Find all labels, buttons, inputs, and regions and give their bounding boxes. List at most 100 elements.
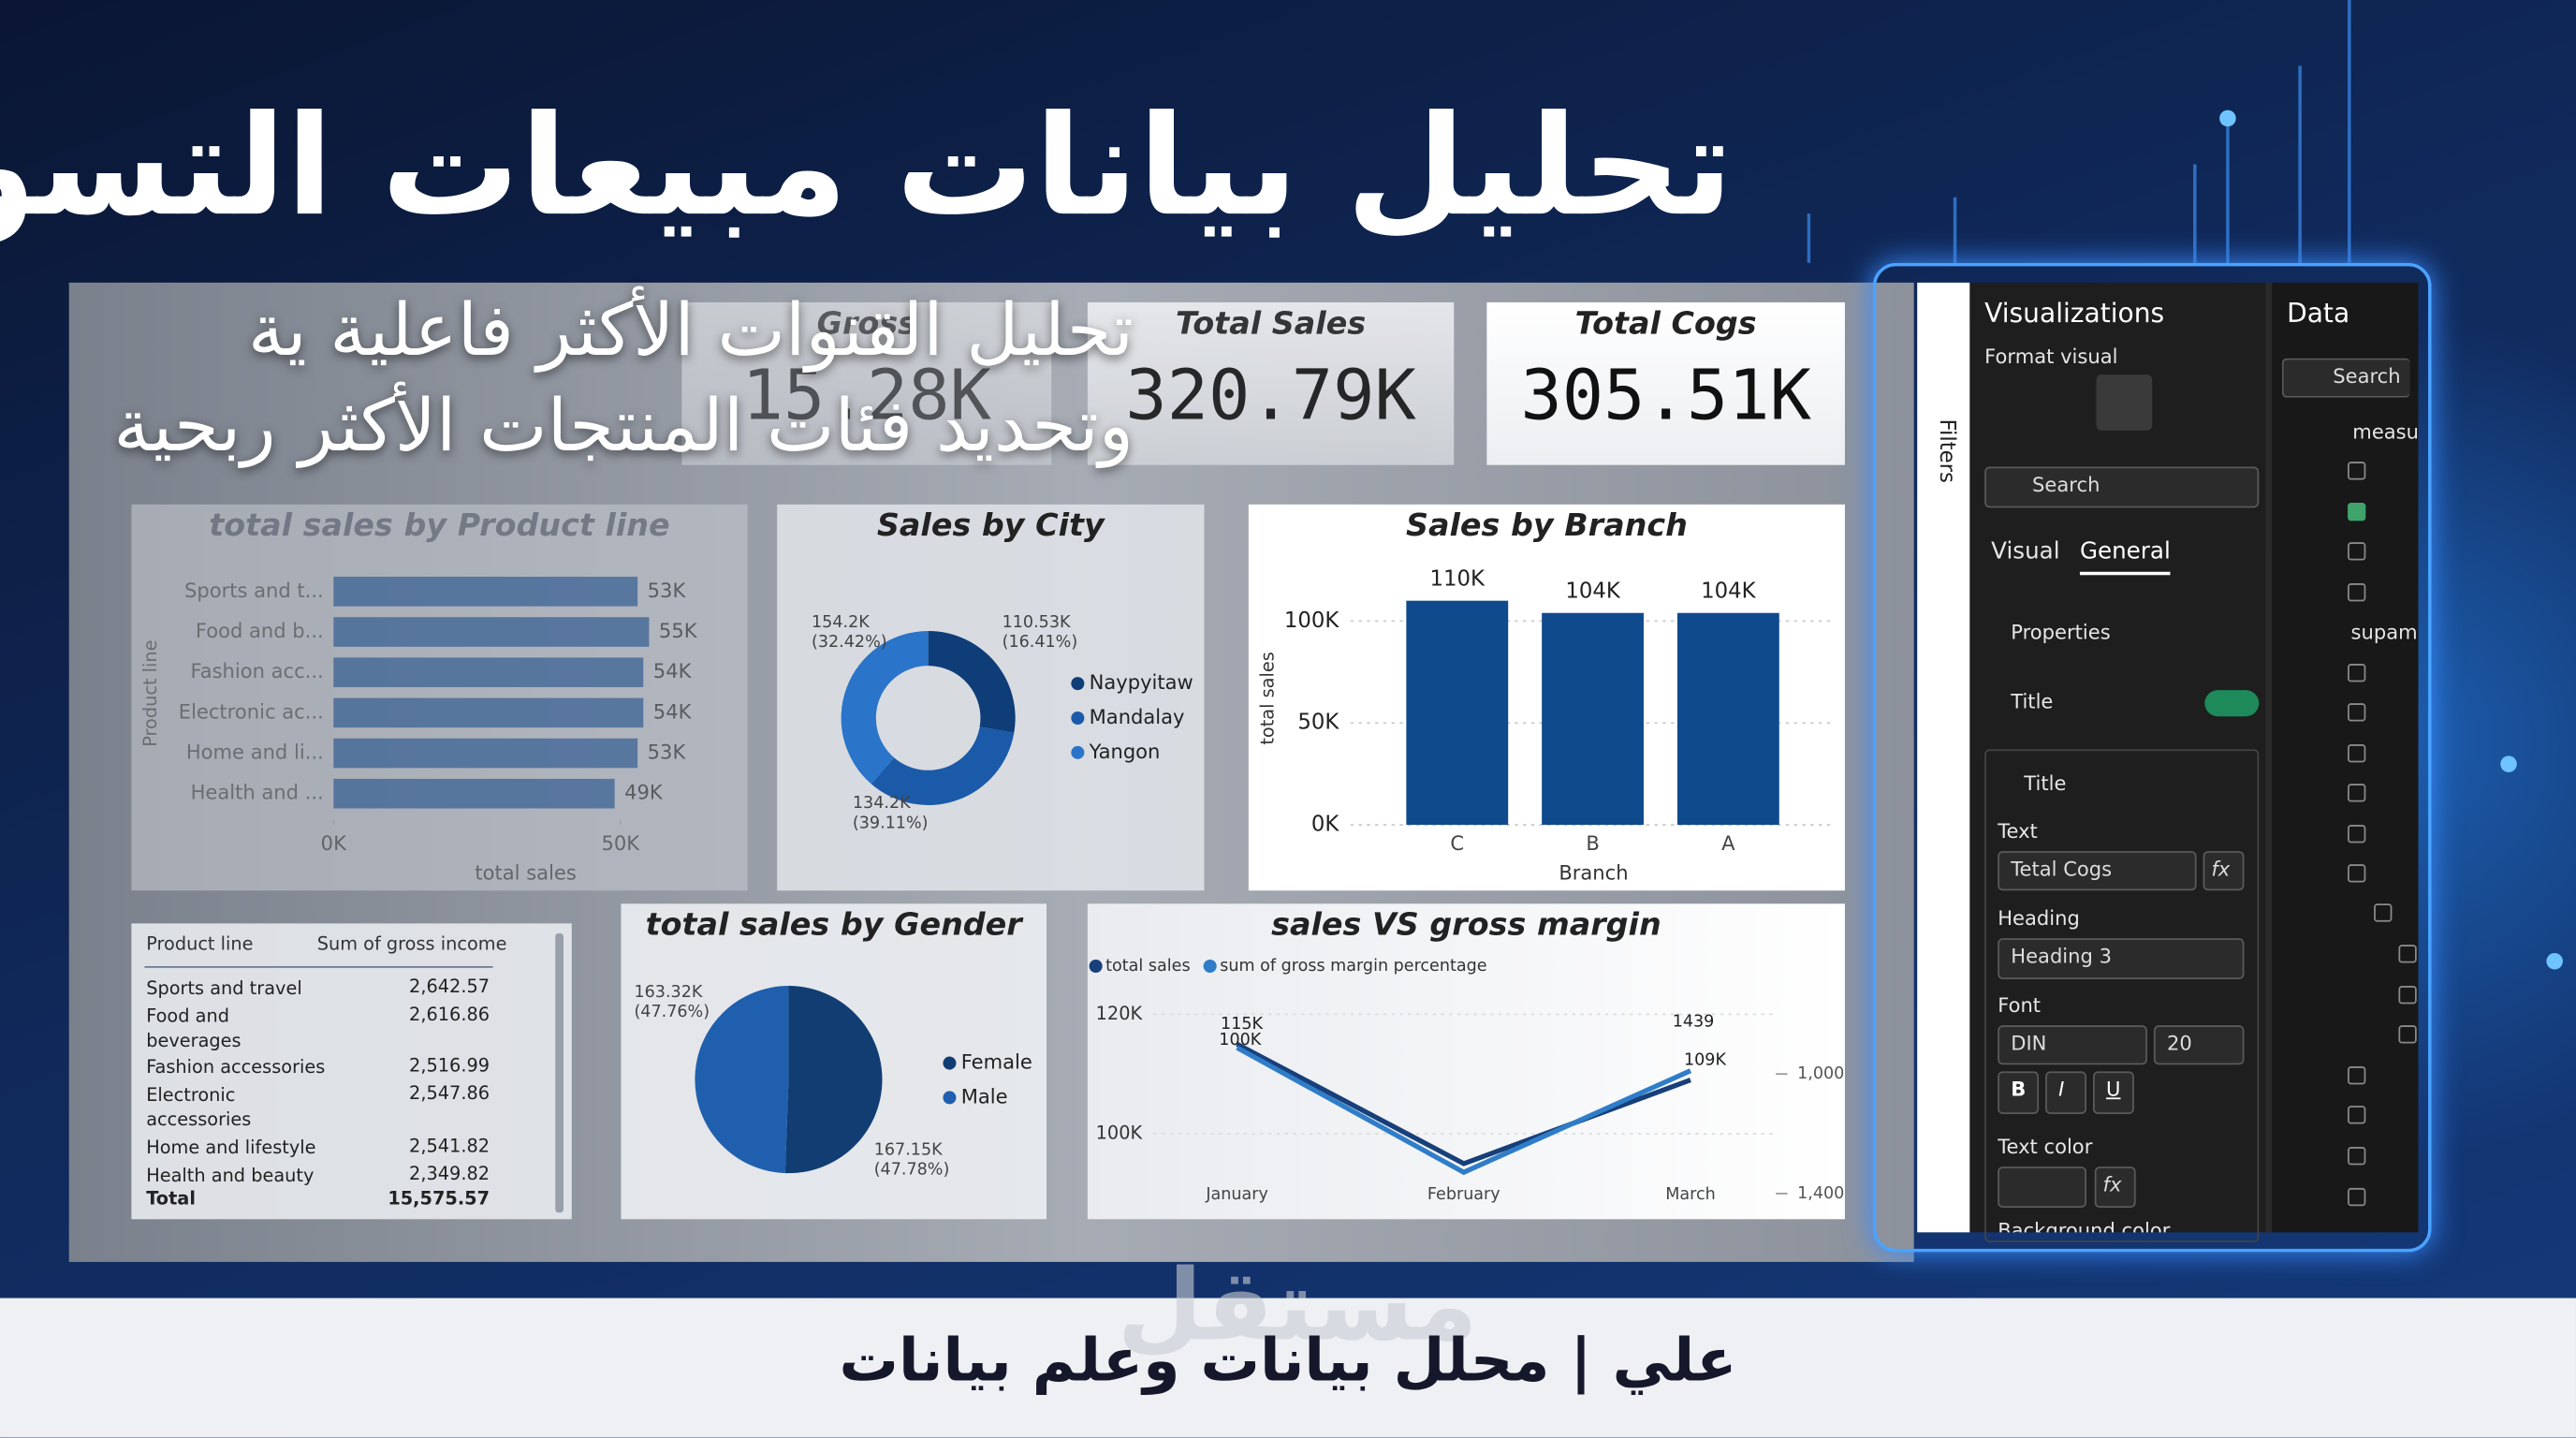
subtitle: تحليل القنوات الأكثر فاعلية ية: [247, 288, 1134, 374]
kpi-value: 15.28K: [741, 355, 991, 436]
kpi-title: Total Sales: [1175, 305, 1367, 343]
chart-panel: Sales by Branch 0K 50K 100K 110K C 104K B 104K A B…: [1248, 504, 1845, 891]
scrollbar: [555, 932, 564, 1213]
y-tick-label: Electronic ac...: [179, 699, 324, 723]
bold-button[interactable]: B: [1998, 1071, 2040, 1114]
checkbox[interactable]: [2348, 784, 2366, 802]
bar: [333, 617, 650, 647]
total-value: 15,575.57: [388, 1187, 490, 1210]
text-input[interactable]: Tetal Cogs: [1998, 851, 2197, 891]
toggle[interactable]: [2204, 690, 2260, 717]
percent-label: (32.42%): [812, 633, 887, 652]
chart: 167.15K(47.78%) Female 163.32K(47.76%) Male: [634, 983, 1032, 1180]
kpi-title: Total Cogs: [1574, 305, 1757, 343]
table-name[interactable]: measu: [2352, 420, 2420, 444]
table-name[interactable]: supam: [2350, 621, 2418, 644]
title-card: [1984, 749, 2260, 1242]
checkbox[interactable]: [2348, 542, 2366, 561]
x-tick-label: 0K: [321, 831, 347, 855]
kpi-card: Total Cogs 305.51K: [1486, 301, 1845, 465]
card-header[interactable]: Title: [2024, 771, 2067, 796]
checkbox[interactable]: [2348, 1106, 2366, 1124]
legend-swatch: [943, 1091, 957, 1105]
checkbox[interactable]: [2348, 744, 2366, 763]
pane-title: Visualizations: [1984, 297, 2165, 330]
column-header: Sum of gross income: [316, 932, 507, 955]
subtitle: وتحديد فئات المنتجات الأكثر ربحية: [113, 384, 1134, 469]
fx-button[interactable]: fx: [2203, 851, 2245, 891]
chart: 0K 50K Sports and t... 53K Food and b... 55K F…: [139, 577, 698, 885]
tab[interactable]: Visual: [1991, 538, 2060, 565]
data-label: 167.15K: [874, 1141, 943, 1160]
checkbox[interactable]: [2398, 1025, 2417, 1044]
field-label: Background color: [1998, 1219, 2171, 1233]
checkbox[interactable]: [2348, 664, 2366, 682]
cell-value: 2,349.82: [409, 1163, 490, 1185]
checkbox[interactable]: [2398, 986, 2417, 1005]
checkbox[interactable]: [2348, 1187, 2366, 1207]
row-label: Sports and travel: [146, 977, 302, 1000]
table-panel: Product line Sum of gross income Sports an…: [131, 923, 572, 1220]
field-label: Text: [1998, 819, 2038, 844]
percent-label: (47.78%): [874, 1161, 950, 1180]
chart-panel: total sales by Gender 167.15K (47.78%) Fema…: [621, 903, 1046, 1220]
chart: 110.53K(16.41%) Naypyitaw 134.2K(39.11%) Ma…: [812, 613, 1193, 832]
chart-panel: sales VS gross margin 120K 100K 1,000 1,400 J…: [1087, 903, 1845, 1220]
fx-button[interactable]: fx: [2094, 1167, 2136, 1208]
dropdown[interactable]: DIN: [1998, 1025, 2147, 1065]
filters-label[interactable]: Filters: [1933, 418, 1959, 483]
y-tick-label: Health and ...: [191, 781, 324, 804]
chart-title: sales VS gross margin: [1271, 906, 1661, 944]
format-icon[interactable]: [2096, 374, 2153, 431]
data-label: 109K: [1684, 1051, 1726, 1070]
x-tick-label: C: [1450, 831, 1464, 855]
x-tick-label: March: [1665, 1185, 1716, 1204]
field-label: Heading: [1998, 906, 2080, 931]
data-label: 104K: [1565, 579, 1621, 603]
cell-value: 2,516.99: [409, 1054, 490, 1077]
checkbox[interactable]: [2348, 1147, 2366, 1166]
checkbox[interactable]: [2348, 583, 2366, 602]
search-box[interactable]: Search: [1984, 466, 2260, 508]
bar: [1676, 612, 1779, 826]
underline-button[interactable]: U: [2092, 1071, 2134, 1114]
cell-value: 2,541.82: [409, 1135, 490, 1157]
kpi-value: 305.51K: [1520, 355, 1811, 436]
checkbox[interactable]: [2374, 903, 2393, 922]
font-size[interactable]: 20: [2153, 1025, 2245, 1065]
legend-swatch: [1089, 959, 1103, 974]
legend-swatch: [1071, 711, 1085, 725]
checkbox[interactable]: [2348, 503, 2366, 521]
checkbox[interactable]: [2348, 1066, 2366, 1085]
legend-swatch: [1071, 745, 1085, 759]
italic-button[interactable]: I: [2045, 1071, 2086, 1114]
section-header[interactable]: Title: [2011, 690, 2054, 713]
checkbox[interactable]: [2398, 945, 2417, 963]
kpi-card: Total Sales 320.79K: [1087, 301, 1455, 465]
checkbox[interactable]: [2348, 703, 2366, 722]
checkbox[interactable]: [2348, 825, 2366, 844]
row-label: Home and lifestyle: [146, 1137, 316, 1159]
chart-panel: Sales by City 110.53K (16.41%) Naypyitaw 134…: [777, 504, 1205, 891]
legend-label: sum of gross margin percentage: [1220, 957, 1486, 976]
x-tick-label: A: [1721, 831, 1735, 855]
x-axis-label: total sales: [475, 861, 576, 885]
tab[interactable]: General: [2079, 539, 2171, 576]
bar: [333, 697, 644, 728]
data-label: 53K: [648, 579, 687, 602]
checkbox[interactable]: [2348, 864, 2366, 883]
data-label: 54K: [653, 699, 693, 723]
kpi-value: 320.79K: [1125, 355, 1416, 436]
dropdown[interactable]: Heading 3: [1998, 938, 2245, 980]
checkbox[interactable]: [2348, 462, 2366, 480]
bar: [333, 577, 638, 607]
filters-strip[interactable]: [1917, 282, 1970, 1233]
data-label: 49K: [624, 781, 664, 804]
y-axis-label: total sales: [1256, 652, 1278, 744]
kpi-card: Gross 15.28K: [681, 301, 1052, 465]
search-box[interactable]: Search: [2281, 358, 2410, 398]
total-label: Total: [146, 1187, 196, 1210]
y2-tick-label: 1,400: [1797, 1184, 1844, 1203]
section-header[interactable]: Properties: [2011, 621, 2111, 644]
color-picker[interactable]: [1998, 1167, 2086, 1208]
